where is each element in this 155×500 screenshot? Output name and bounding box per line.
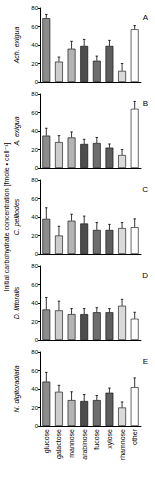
svg-text:60: 60 [31,368,38,374]
svg-text:N. digitoradiata: N. digitoradiata [13,365,21,412]
svg-text:0: 0 [35,251,39,257]
svg-text:60: 60 [31,24,38,30]
svg-text:80: 80 [31,177,38,183]
svg-text:Ach. exigua: Ach. exigua [13,27,21,65]
svg-text:80: 80 [31,349,38,355]
svg-text:0: 0 [35,79,39,85]
svg-text:40: 40 [31,42,38,48]
svg-text:20: 20 [31,233,38,239]
svg-text:D: D [142,271,148,280]
svg-text:E: E [143,357,148,366]
svg-text:B: B [143,99,148,108]
svg-text:A: A [143,13,149,22]
svg-text:60: 60 [31,196,38,202]
svg-text:0: 0 [35,337,39,343]
svg-text:other: other [131,428,138,445]
svg-text:arabinose: arabinose [81,429,88,460]
svg-text:60: 60 [31,110,38,116]
svg-text:40: 40 [31,386,38,392]
svg-text:40: 40 [31,214,38,220]
svg-text:galactose: galactose [55,429,63,459]
svg-text:0: 0 [35,165,39,171]
svg-text:mannose: mannose [68,429,75,458]
svg-text:80: 80 [31,91,38,97]
svg-text:fucose: fucose [93,429,100,450]
svg-text:60: 60 [31,282,38,288]
svg-text:80: 80 [31,5,38,11]
svg-text:20: 20 [31,405,38,411]
svg-text:glucose: glucose [43,429,51,453]
svg-text:20: 20 [31,147,38,153]
svg-text:40: 40 [31,300,38,306]
svg-text:40: 40 [31,128,38,134]
svg-text:A. exigua: A. exigua [13,116,21,146]
svg-text:C: C [142,185,148,194]
svg-text:rhamnose: rhamnose [119,429,126,460]
svg-text:0: 0 [35,423,39,429]
svg-text:C. pelliodes: C. pelliodes [13,198,21,235]
svg-text:80: 80 [31,263,38,269]
svg-text:20: 20 [31,319,38,325]
svg-text:20: 20 [31,61,38,67]
svg-text:Initial carbohydrate concentra: Initial carbohydrate concentration [fmol… [3,142,11,291]
svg-text:D. littoralis: D. littoralis [13,286,20,319]
svg-text:xylose: xylose [106,429,114,449]
